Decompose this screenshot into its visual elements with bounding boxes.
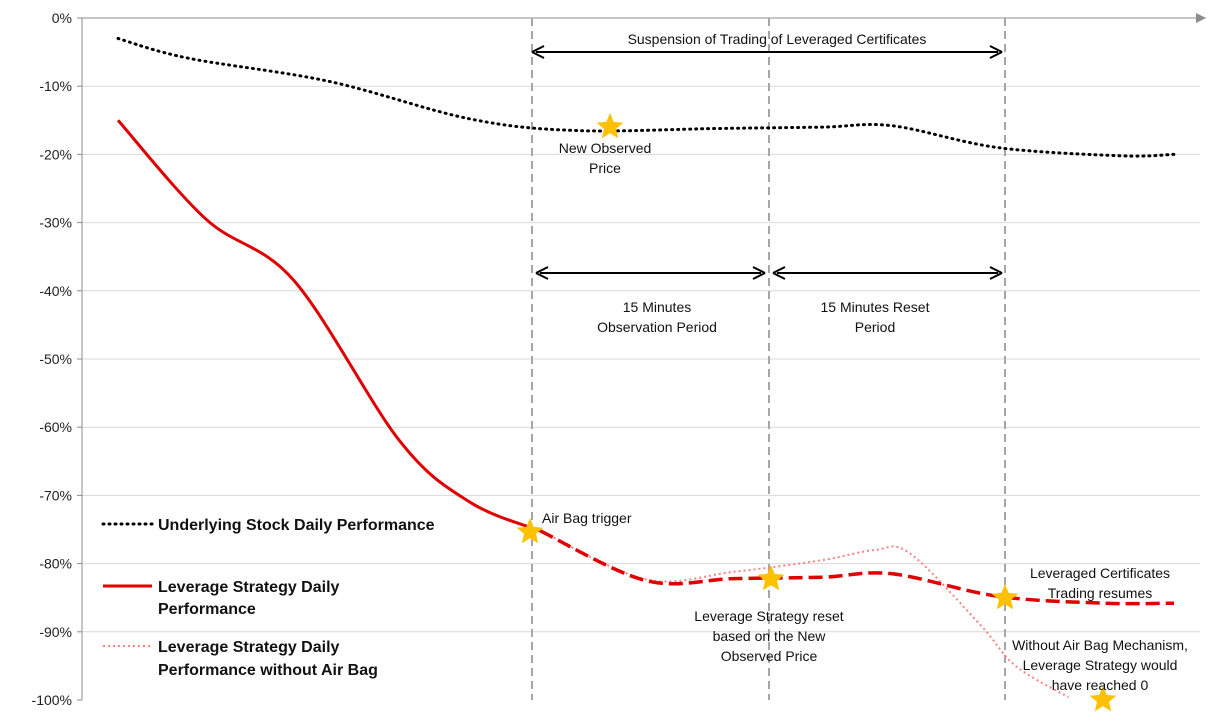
y-tick-label: -40% [39, 283, 72, 299]
x-axis-arrowhead [1196, 13, 1206, 23]
series-lines [116, 37, 1176, 699]
y-tick-label: -100% [32, 692, 72, 708]
star-without-airbag-zero [1089, 686, 1117, 712]
new-observed-price-label-line-2: Price [589, 160, 621, 176]
suspension-label: Suspension of Trading of Leveraged Certi… [628, 31, 927, 47]
event-markers [516, 113, 1117, 712]
legend-label-underlying: Underlying Stock Daily Performance [158, 517, 435, 534]
y-tick-label: -60% [39, 419, 72, 435]
trading-resumes-label-line-2: Trading resumes [1048, 585, 1153, 601]
arrow-head-left [535, 266, 549, 280]
observation-label-line-1: 15 Minutes [623, 299, 691, 315]
series-line-underlying [116, 37, 1176, 158]
y-tick-label: -70% [39, 487, 72, 503]
observation-label-line-2: Observation Period [597, 319, 717, 335]
reset-label-line-1: 15 Minutes Reset [821, 299, 930, 315]
star-strategy-reset [757, 565, 785, 591]
legend-label-leverage-line-2: Performance [158, 601, 256, 618]
reset-arrow [772, 266, 1003, 280]
y-tick-label: -80% [39, 556, 72, 572]
series-line-leverage-dashed [539, 529, 1175, 606]
without-airbag-label-line-2: Leverage Strategy would [1023, 657, 1178, 673]
y-tick-label: -10% [39, 78, 72, 94]
star-new-observed-price [596, 113, 624, 139]
air-bag-trigger-label: Air Bag trigger [542, 510, 632, 526]
period-boundaries [531, 18, 1006, 700]
without-airbag-label-line-1: Without Air Bag Mechanism, [1012, 637, 1188, 653]
legend-label-no-airbag-line-1: Leverage Strategy Daily [158, 639, 340, 656]
legend: Underlying Stock Daily Performance Lever… [101, 517, 435, 679]
new-observed-price-label-line-1: New Observed [559, 140, 652, 156]
legend-label-no-airbag-line-2: Performance without Air Bag [158, 662, 378, 679]
arrow-head-right [752, 266, 766, 280]
without-airbag-label-line-3: have reached 0 [1052, 677, 1149, 693]
arrow-head-left [531, 45, 545, 59]
star-trading-resumes [991, 584, 1019, 610]
strategy-reset-label-line-2: based on the New [713, 628, 827, 644]
y-axis-tick-labels: 0% -10% -20% -30% -40% -50% -60% -70% -80% -90% -1… [32, 10, 72, 708]
reset-label-line-2: Period [855, 319, 895, 335]
y-tick-label: 0% [52, 10, 72, 26]
legend-label-leverage-line-1: Leverage Strategy Daily [158, 579, 340, 596]
suspension-arrow [531, 45, 1003, 59]
strategy-reset-label-line-1: Leverage Strategy reset [694, 608, 844, 624]
arrow-head-right [989, 266, 1003, 280]
gridlines [77, 17, 1200, 701]
series-line-leverage-solid [116, 119, 541, 533]
observation-arrow [535, 266, 766, 280]
arrow-head-right [989, 45, 1003, 59]
arrow-head-left [772, 266, 786, 280]
period-arrows [531, 45, 1003, 280]
y-tick-label: -50% [39, 351, 72, 367]
star-air-bag-trigger [516, 518, 544, 544]
axes [81, 13, 1206, 700]
y-tick-label: -20% [39, 146, 72, 162]
strategy-reset-label-line-3: Observed Price [721, 648, 818, 664]
trading-resumes-label-line-1: Leveraged Certificates [1030, 565, 1170, 581]
y-tick-label: -30% [39, 215, 72, 231]
y-tick-label: -90% [39, 624, 72, 640]
